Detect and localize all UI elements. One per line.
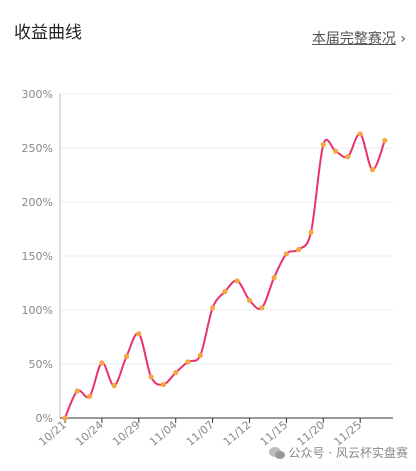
- title: 收益曲线: [14, 23, 82, 43]
- point: [369, 167, 376, 173]
- point: [345, 154, 351, 160]
- point: [62, 415, 68, 421]
- x-tick-label: 11/04: [147, 418, 180, 448]
- point: [173, 370, 179, 376]
- x-tick-label: 11/12: [221, 418, 254, 448]
- y-tick-label: 150%: [22, 250, 53, 263]
- point: [246, 297, 253, 303]
- point: [197, 352, 203, 358]
- point: [160, 381, 166, 388]
- point: [320, 142, 326, 148]
- y-tick-label: 250%: [22, 142, 53, 155]
- y-tick-label: 200%: [22, 196, 53, 209]
- point: [185, 359, 191, 365]
- point: [283, 251, 289, 257]
- x-tick-label: 10/24: [73, 418, 106, 448]
- full-results-link[interactable]: 本届完整赛况 ›: [312, 28, 406, 48]
- point: [111, 383, 117, 389]
- watermark-text: 公众号 · 风云杯实盘赛: [288, 446, 408, 460]
- line: [64, 132, 386, 419]
- x-tick-label: 11/07: [184, 418, 217, 448]
- point: [74, 388, 80, 394]
- watermark: 公众号 · 风云杯实盘赛: [268, 444, 408, 461]
- point: [87, 393, 93, 399]
- y-tick-label: 100%: [22, 304, 53, 317]
- x-tick-label: 10/29: [110, 418, 143, 448]
- point: [222, 289, 228, 295]
- point: [333, 148, 339, 154]
- point: [259, 305, 265, 311]
- point: [148, 374, 154, 380]
- point: [234, 278, 240, 284]
- point: [296, 246, 302, 253]
- point: [357, 131, 363, 137]
- y-tick-label: 0%: [36, 412, 53, 425]
- point: [210, 305, 216, 311]
- y-tick-label: 300%: [22, 88, 53, 101]
- point: [308, 229, 314, 235]
- point: [271, 275, 277, 281]
- y-tick-label: 50%: [29, 358, 53, 371]
- point: [123, 353, 130, 360]
- point: [382, 137, 388, 144]
- point: [136, 331, 142, 337]
- link-text[interactable]: 本届完整赛况: [311, 31, 396, 47]
- wechat-icon: [268, 446, 285, 459]
- point: [99, 360, 105, 366]
- chevron: ›: [400, 31, 406, 47]
